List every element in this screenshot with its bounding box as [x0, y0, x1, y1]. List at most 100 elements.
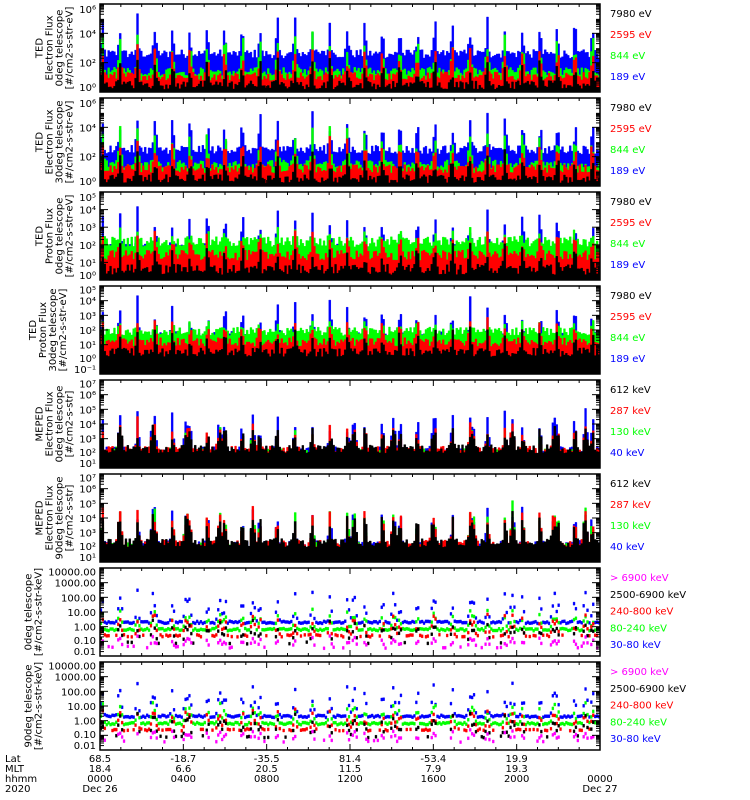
y-axis-label-line: TED	[34, 226, 45, 247]
y-tick-label: 10⁵	[79, 286, 96, 297]
legend-entry: 30-80 keV	[610, 734, 661, 745]
y-axis-label-line: [#/cm2-s-str-eV]	[64, 195, 75, 278]
y-tick-label: 10¹	[79, 459, 96, 470]
footer-tick-value: 6.6	[175, 764, 191, 775]
y-tick-label: 0.01	[74, 741, 96, 752]
legend-entry: 2595 eV	[610, 312, 652, 323]
y-tick-label: 1000.00	[55, 673, 96, 684]
y-tick-label: 10000.00	[48, 568, 96, 579]
footer-row-label: Lat	[5, 754, 21, 765]
y-axis-label-line: Electron Flux	[44, 109, 55, 174]
legend-entry: 240-800 keV	[610, 701, 674, 712]
y-tick-label: 10³	[79, 311, 96, 322]
legend-entry: 844 eV	[610, 145, 645, 156]
y-tick-label: 10⁰	[79, 271, 96, 282]
series-612-kev	[100, 511, 600, 562]
legend-entry: 7980 eV	[610, 9, 652, 20]
legend-entry: 612 keV	[610, 479, 651, 490]
footer-tick-value: Dec 27	[582, 784, 617, 795]
footer-tick-value: -53.4	[420, 754, 446, 765]
y-tick-label: 10⁴	[79, 420, 96, 431]
series-7980-ev	[100, 326, 600, 374]
series-group	[100, 13, 600, 92]
legend-entry: 844 eV	[610, 239, 645, 250]
legend-entry: 287 keV	[610, 500, 651, 511]
series-7980-ev	[100, 149, 600, 186]
legend-entry: 612 keV	[610, 385, 651, 396]
y-axis-label-line: Electron Flux	[44, 391, 55, 456]
y-tick-label: 10⁰	[79, 177, 96, 188]
y-tick-label: 10³	[79, 435, 96, 446]
y-tick-label: 1000.00	[55, 579, 96, 590]
y-axis-label-line: [#/cm2-s-str-eV]	[64, 101, 75, 184]
y-tick-label: 0.10	[74, 636, 96, 647]
footer-tick-value: 0400	[171, 774, 196, 785]
panel-3: 10⁰ 10¹ 10² 10³ 10⁴ 10⁵ TED Proton Flux 0deg tel…	[34, 191, 652, 282]
legend-entry: 240-800 keV	[610, 607, 674, 618]
legend-entry: 80-240 keV	[610, 623, 667, 634]
legend-entry: 189 eV	[610, 354, 645, 365]
legend-entry: 7980 eV	[610, 103, 652, 114]
y-tick-label: 100.00	[61, 593, 96, 604]
footer-tick-value: 20.5	[256, 764, 278, 775]
y-tick-label: 10⁶	[79, 391, 96, 402]
legend-entry: 2595 eV	[610, 218, 652, 229]
footer-tick-value: Dec 26	[82, 784, 117, 795]
y-tick-label: 10⁻¹	[74, 365, 96, 376]
y-tick-label: 10⁵	[79, 499, 96, 510]
y-axis-label-line: 90deg telescope	[23, 664, 34, 747]
legend-entry: 2500-6900 keV	[610, 684, 686, 695]
footer-tick-value: 0000	[87, 774, 112, 785]
footer-tick-value: 81.4	[339, 754, 361, 765]
footer-tick-value: 7.9	[425, 764, 441, 775]
legend-entry: 40 keV	[610, 542, 644, 553]
series-30-80-kev	[100, 681, 600, 720]
series-group	[100, 206, 600, 280]
footer-row-label: hhmm	[5, 774, 37, 785]
y-tick-label: 10⁶	[79, 485, 96, 496]
legend-entry: 189 eV	[610, 72, 645, 83]
y-tick-label: 10⁷	[79, 380, 96, 391]
footer-tick-value: -35.5	[254, 754, 280, 765]
series-group	[100, 500, 600, 562]
footer-tick-value: 2000	[504, 774, 529, 785]
footer-tick-value: 68.5	[89, 754, 111, 765]
y-tick-label: 10²	[79, 241, 96, 252]
y-tick-label: 10³	[79, 529, 96, 540]
legend-entry: 287 keV	[610, 406, 651, 417]
y-axis-label-line: TED	[34, 132, 45, 153]
y-tick-label: 10.00	[67, 702, 96, 713]
y-tick-label: 10⁵	[79, 193, 96, 204]
y-axis-label-line: 90deg telescope	[54, 476, 65, 559]
legend-entry: 130 keV	[610, 427, 651, 438]
y-tick-label: 10⁴	[79, 29, 96, 40]
y-tick-label: 0.10	[74, 730, 96, 741]
panel-2: 10⁰ 10² 10⁴ 10⁶ TED Electron Flux 30deg telesc…	[34, 97, 652, 188]
series-612-kev	[100, 424, 600, 468]
footer-tick-value: 19.9	[506, 754, 528, 765]
legend-entry: 2595 eV	[610, 124, 652, 135]
footer-tick-value: 1200	[337, 774, 362, 785]
y-axis-label-line: [#/cm2-s-str-keV]	[33, 662, 44, 750]
y-tick-label: 10⁰	[79, 83, 96, 94]
y-tick-label: 0.01	[74, 647, 96, 658]
y-axis-label-line: MEPED	[34, 406, 45, 441]
series-group	[100, 111, 600, 186]
y-axis-label-line: [#/cm2-s-str-keV]	[33, 568, 44, 656]
legend-entry: 40 keV	[610, 448, 644, 459]
y-tick-label: 10⁰	[79, 354, 96, 365]
footer-tick-value: 0800	[254, 774, 279, 785]
y-tick-label: 10⁴	[79, 123, 96, 134]
legend-entry: 7980 eV	[610, 197, 652, 208]
y-tick-label: 10000.00	[48, 662, 96, 673]
series-group	[100, 295, 600, 374]
footer-tick-value: 19.3	[506, 764, 528, 775]
y-axis-label-line: Proton Flux	[38, 302, 49, 358]
y-tick-label: 10⁴	[79, 514, 96, 525]
series-7980-ev	[100, 243, 600, 280]
y-tick-label: 10⁷	[79, 474, 96, 485]
